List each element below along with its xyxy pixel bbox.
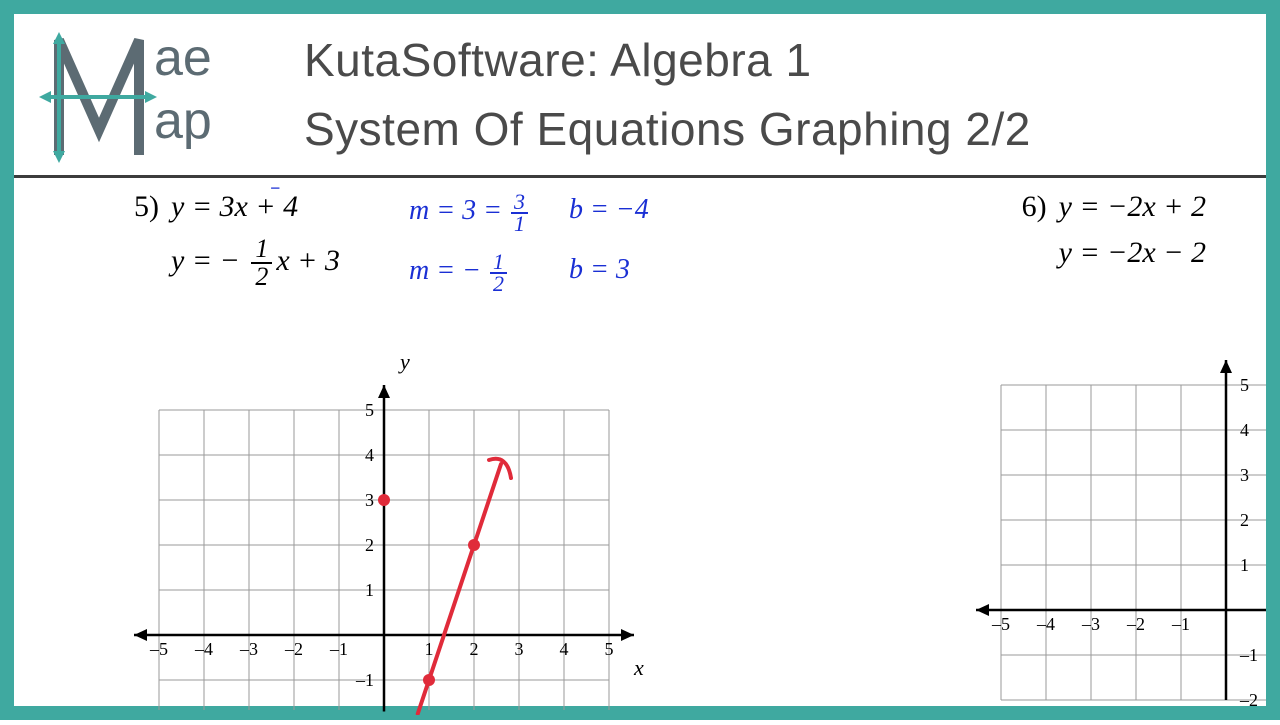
problem-5: 5) y = 3x + −4 y = − 12x + 3 [134,190,340,302]
header-titles: KutaSoftware: Algebra 1 System Of Equati… [294,26,1266,164]
svg-text:–1: –1 [355,670,374,690]
svg-text:–3: –3 [1081,614,1100,634]
svg-text:–3: –3 [239,639,258,659]
g5-x-label: x [634,655,644,681]
title-line2: System Of Equations Graphing 2/2 [304,95,1266,164]
svg-text:–4: –4 [1036,614,1055,634]
svg-text:3: 3 [365,490,374,510]
logo-ap: ap [154,92,212,150]
problem-6-number: 6) [1022,190,1047,224]
svg-text:–4: –4 [194,639,213,659]
graph-5-svg: –5 –4 –3 –2 –1 1 2 3 4 5 –1 1 2 3 4 5 [104,355,644,715]
problem-6: 6) y = −2x + 2 y = −2x − 2 [1022,190,1206,282]
svg-text:1: 1 [365,580,374,600]
svg-text:4: 4 [560,639,569,659]
logo: ae ap [14,14,294,175]
header-bar: ae ap KutaSoftware: Algebra 1 System Of … [14,14,1266,178]
svg-text:5: 5 [365,400,374,420]
svg-text:3: 3 [515,639,524,659]
svg-text:–2: –2 [1239,690,1258,710]
p5-eq2: y = − 12x + 3 [171,236,340,290]
svg-text:5: 5 [1240,375,1249,395]
svg-text:–1: –1 [329,639,348,659]
p6-eq1: y = −2x + 2 [1059,190,1206,224]
content-area: 5) y = 3x + −4 y = − 12x + 3 m = 3 = 31 … [14,180,1266,706]
title-line1: KutaSoftware: Algebra 1 [304,26,1266,95]
svg-text:–1: –1 [1171,614,1190,634]
graph-6: –5 –4 –3 –2 –1 –2 –1 1 2 3 4 5 [926,330,1266,725]
svg-text:–1: –1 [1239,645,1258,665]
p5-hand-b1: b = −4 [569,194,649,226]
svg-text:–5: –5 [991,614,1010,634]
p5-hand-b2: b = 3 [569,254,630,286]
svg-text:2: 2 [1240,510,1249,530]
svg-text:1: 1 [425,639,434,659]
problem-6-equations: y = −2x + 2 y = −2x − 2 [1059,190,1206,282]
svg-text:–2: –2 [284,639,303,659]
graph-5: –5–4–3–2–112345–112345 y x [104,355,644,720]
svg-text:–5: –5 [149,639,168,659]
svg-text:3: 3 [1240,465,1249,485]
svg-text:5: 5 [605,639,614,659]
problem-5-number: 5) [134,190,159,224]
p5-hand-m2: m = − 12 [409,252,509,294]
svg-text:4: 4 [1240,420,1249,440]
logo-ae: ae [154,29,212,87]
p5-neg-annot: − [270,178,281,199]
svg-text:–2: –2 [1126,614,1145,634]
svg-text:2: 2 [470,639,479,659]
p5-eq1: y = 3x + −4 [171,190,340,224]
p5-hand-m1: m = 3 = 31 [409,192,530,234]
maemap-logo-svg: ae ap [39,20,269,170]
graph-6-svg: –5 –4 –3 –2 –1 –2 –1 1 2 3 4 5 [926,330,1266,720]
svg-text:2: 2 [365,535,374,555]
g5-y-label: y [400,349,410,375]
problem-5-equations: y = 3x + −4 y = − 12x + 3 [171,190,340,302]
svg-text:1: 1 [1240,555,1249,575]
svg-text:4: 4 [365,445,374,465]
p6-eq2: y = −2x − 2 [1059,236,1206,270]
